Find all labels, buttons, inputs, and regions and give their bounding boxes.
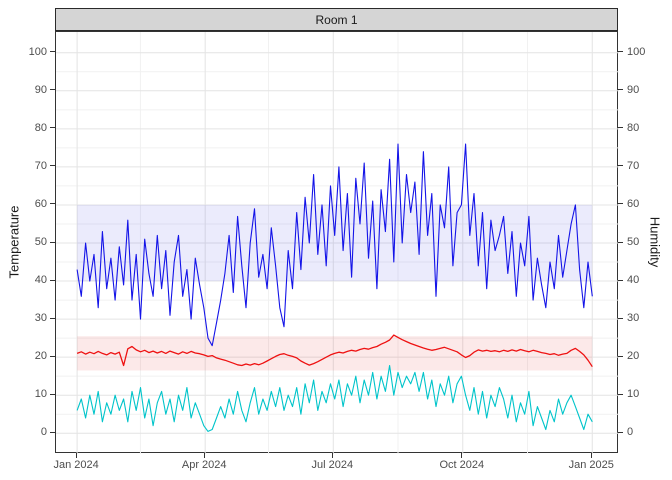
facet-strip: Room 1: [55, 8, 618, 31]
y-axis-right-tick: [618, 279, 623, 281]
y-axis-left-tick: [50, 431, 55, 433]
y-axis-left-tick-label: 100: [28, 45, 47, 58]
y-axis-left-tick-label: 0: [40, 426, 47, 439]
y-axis-left-tick: [50, 203, 55, 205]
y-axis-left-tick-label: 50: [34, 236, 47, 248]
series-red-temperature-line: [76, 334, 593, 368]
y-axis-right-tick: [618, 355, 623, 357]
y-axis-right-tick-label: 10: [627, 388, 640, 401]
y-axis-right-tick: [618, 127, 623, 129]
chart-canvas: [56, 32, 619, 454]
y-axis-right-tick: [618, 393, 623, 395]
y-axis-left-tick-label: 20: [34, 350, 47, 363]
y-axis-right-tick-label: 90: [627, 83, 640, 96]
y-axis-right-tick: [618, 51, 623, 53]
x-axis-tick: [203, 453, 205, 458]
y-axis-right-tick-label: 30: [627, 312, 640, 325]
plot-panel: [55, 31, 619, 454]
y-axis-right-tick-label: 80: [627, 121, 640, 134]
x-axis-tick: [75, 453, 77, 458]
y-axis-left-tick-label: 10: [34, 388, 47, 401]
y-axis-right-tick-label: 100: [627, 45, 646, 58]
humidity-target-band: [77, 204, 593, 282]
y-axis-left-tick: [50, 51, 55, 53]
y-axis-left-tick: [50, 241, 55, 243]
y-axis-left-tick: [50, 127, 55, 129]
y-axis-left-tick: [50, 393, 55, 395]
x-axis-tick: [461, 453, 463, 458]
y-axis-left-tick: [50, 317, 55, 319]
y-axis-left-tick-label: 90: [34, 83, 47, 96]
y-axis-left-tick: [50, 279, 55, 281]
y-axis-right-tick: [618, 241, 623, 243]
y-axis-left-tick: [50, 165, 55, 167]
y-axis-right-tick-label: 50: [627, 236, 640, 248]
y-axis-left-tick-label: 30: [34, 312, 47, 325]
y-axis-left-tick: [50, 355, 55, 357]
y-axis-left-tick-label: 80: [34, 121, 47, 134]
x-axis-tick: [331, 453, 333, 458]
y-axis-right-tick-label: 60: [627, 197, 640, 210]
x-axis-tick-label: Apr 2024: [181, 459, 227, 471]
y-axis-right-tick: [618, 203, 623, 205]
y-axis-left-tick-label: 60: [34, 197, 47, 210]
x-axis-tick-label: Jan 2024: [53, 459, 99, 471]
y-axis-right-tick: [618, 317, 623, 319]
x-axis-tick-label: Oct 2024: [439, 459, 485, 471]
series-blue-humidity-line: [76, 143, 593, 347]
y-axis-left-tick: [50, 89, 55, 91]
y-axis-right-tick: [618, 165, 623, 167]
series-cyan-temperature-line: [76, 364, 593, 432]
y-axis-right-tick: [618, 431, 623, 433]
x-axis-tick-label: Jul 2024: [311, 459, 354, 471]
x-axis-tick: [590, 453, 592, 458]
y-axis-left-tick-label: 40: [34, 274, 47, 287]
y-axis-right-tick-label: 70: [627, 159, 640, 172]
x-axis-tick-label: Jan 2025: [568, 459, 614, 471]
y-axis-right-tick-label: 40: [627, 274, 640, 287]
y-axis-right-tick-label: 0: [627, 426, 634, 439]
facet-strip-label: Room 1: [315, 12, 358, 27]
y-axis-left-tick-label: 70: [34, 159, 47, 172]
y-axis-right-tick-label: 20: [627, 350, 640, 363]
y-axis-right-tick: [618, 89, 623, 91]
